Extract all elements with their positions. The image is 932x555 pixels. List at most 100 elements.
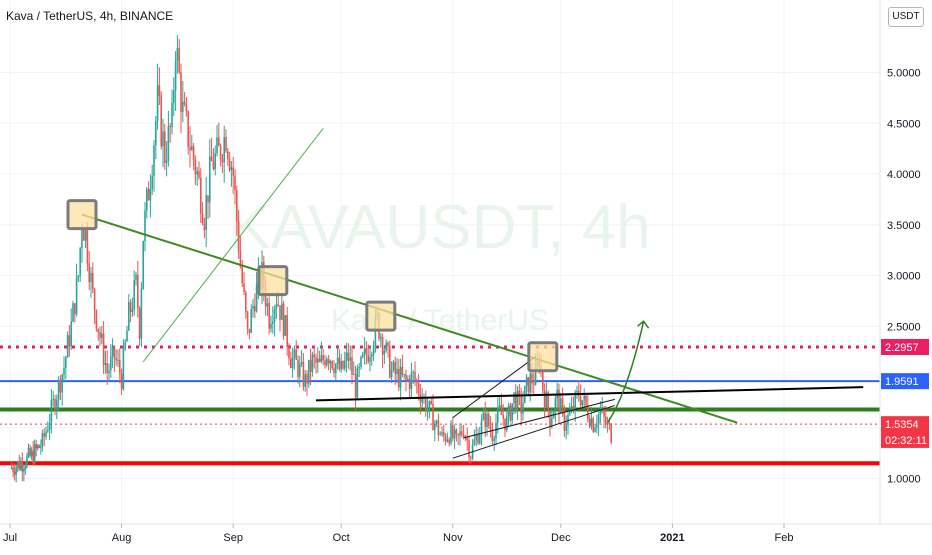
candle-body: [498, 405, 501, 408]
candle-body: [547, 392, 549, 411]
candle-body: [468, 440, 470, 458]
candle-body: [421, 398, 423, 403]
candle-body: [504, 418, 506, 431]
candle-body: [308, 359, 310, 384]
candle-body: [486, 413, 488, 427]
candle-body: [561, 398, 564, 408]
candle-body: [106, 363, 108, 374]
candle-body: [56, 399, 58, 411]
candle-body: [399, 366, 402, 388]
candle-body: [371, 354, 373, 358]
candle-body: [205, 195, 207, 231]
candle-body: [324, 360, 326, 366]
candle-body: [282, 303, 285, 336]
y-tick-label: 5.0000: [887, 68, 921, 80]
candle-body: [311, 354, 314, 372]
candle-body: [40, 446, 42, 448]
candle-body: [192, 146, 195, 161]
candle-body: [353, 374, 355, 376]
candle-body: [113, 347, 116, 359]
candle-body: [167, 125, 170, 161]
candle-body: [428, 400, 431, 409]
candle-body: [354, 374, 357, 398]
x-tick-label: Sep: [223, 532, 243, 544]
x-tick-label: Nov: [443, 532, 463, 544]
trendline-3: [463, 398, 615, 439]
candle-body: [590, 418, 593, 427]
candle-body: [13, 472, 16, 475]
candle-body: [299, 363, 301, 377]
y-tick-label: 3.5000: [887, 220, 921, 232]
candle-body: [452, 425, 454, 439]
candle-body: [603, 408, 605, 417]
candle-body: [254, 306, 256, 312]
candle-body: [174, 60, 177, 91]
candle-body: [54, 398, 56, 411]
candle-body: [237, 220, 240, 252]
price-badge-bg-0: [881, 338, 929, 355]
candle-body: [398, 368, 400, 388]
candle-body: [572, 405, 575, 411]
candle-body: [293, 349, 296, 358]
projection-arrow-head: [637, 320, 650, 329]
candle-body: [239, 251, 242, 267]
candle-body: [230, 167, 233, 170]
candle-body: [164, 131, 166, 164]
candle-body: [432, 403, 434, 431]
candle-body: [169, 125, 171, 128]
candle-body: [394, 361, 396, 375]
candle-body: [43, 433, 45, 437]
candle-body: [356, 368, 359, 398]
candle-body: [191, 146, 193, 151]
candle-body: [597, 414, 600, 425]
highlight-box-3: [527, 341, 559, 373]
candle-body: [381, 336, 384, 355]
candle-body: [518, 390, 521, 395]
candle-body: [385, 342, 387, 351]
candle-body: [111, 347, 114, 357]
candle-body: [455, 429, 458, 434]
candle-body: [453, 429, 456, 439]
time-axis[interactable]: Jul Aug Sep Oct Nov Dec 2021 Feb: [3, 524, 794, 544]
candle-body: [228, 158, 231, 170]
candle-body: [266, 303, 269, 307]
candle-body: [135, 274, 137, 281]
candle-body: [444, 435, 447, 442]
candle-body: [459, 431, 461, 436]
candle-body: [45, 431, 47, 437]
x-tick-label: Jul: [3, 532, 17, 544]
candle-body: [158, 85, 161, 96]
candle-body: [344, 360, 346, 369]
candle-body: [288, 346, 290, 359]
projection-arrow-shaft: [606, 321, 645, 424]
candle-body: [210, 156, 213, 161]
candle-body: [203, 223, 206, 231]
candle-body: [477, 435, 479, 444]
candle-body: [16, 461, 19, 468]
candle-body: [515, 392, 517, 412]
candle-body: [576, 390, 578, 393]
candle-body: [340, 360, 342, 370]
candle-body: [223, 137, 225, 163]
candle-body: [212, 160, 215, 170]
candle-body: [513, 392, 515, 404]
currency-selector[interactable]: USDT: [888, 7, 924, 27]
candle-body: [362, 353, 364, 357]
y-tick-label: 1.0000: [887, 474, 921, 486]
candle-body: [372, 345, 375, 355]
x-tick-label: Dec: [551, 532, 571, 544]
candle-body: [36, 445, 39, 449]
highlight-box-2: [365, 300, 397, 332]
candle-body: [567, 414, 569, 426]
candle-body: [146, 189, 148, 211]
candle-body: [97, 328, 99, 333]
candle-body: [317, 358, 319, 363]
candle-body: [608, 423, 611, 425]
candle-body: [304, 374, 306, 387]
candle-body: [268, 303, 270, 329]
candle-body: [52, 398, 54, 401]
candle-body: [489, 426, 492, 431]
candle-body: [426, 408, 429, 412]
candle-body: [587, 405, 589, 419]
